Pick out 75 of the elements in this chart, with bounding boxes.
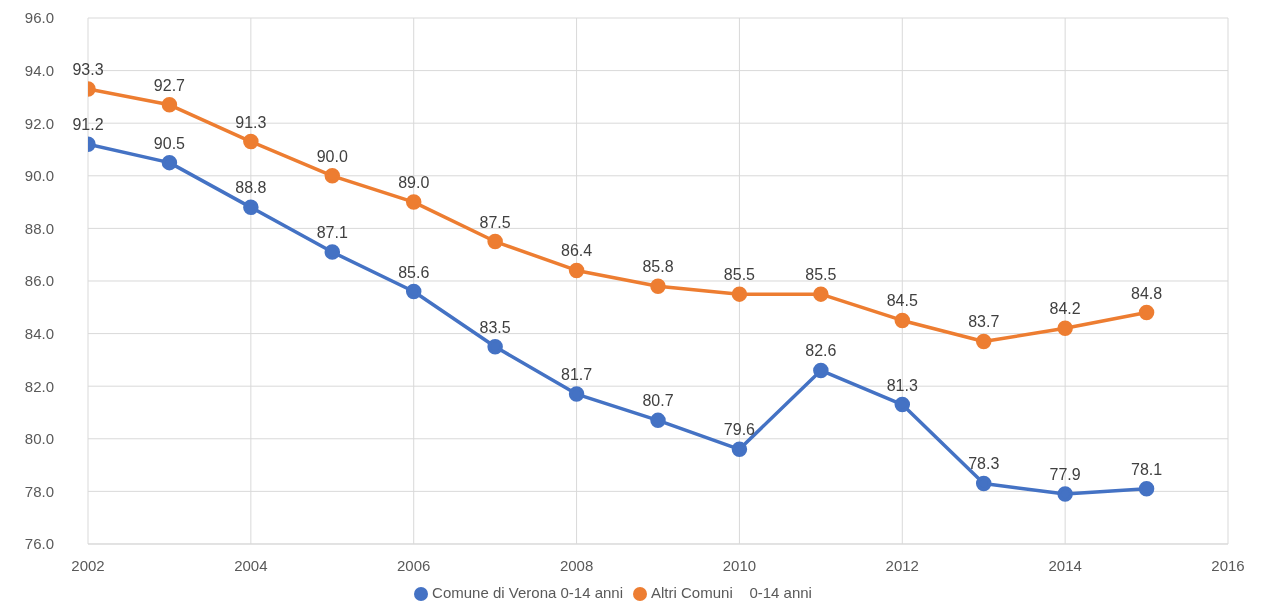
y-tick-label: 90.0 [24, 167, 54, 185]
data-label: 85.5 [723, 266, 756, 284]
point [487, 233, 503, 250]
y-tick-label: 80.0 [24, 430, 54, 448]
point [1057, 486, 1073, 502]
point [894, 396, 911, 413]
legend-label: Comune di Verona 0-14 anni [432, 583, 624, 601]
y-tick-label: 94.0 [24, 61, 54, 79]
y-tick-label: 82.0 [24, 377, 54, 395]
point [894, 312, 911, 329]
point [324, 168, 341, 184]
y-tick-label: 78.0 [24, 482, 54, 500]
data-label: 81.7 [561, 366, 593, 384]
data-label: 85.6 [398, 263, 430, 281]
data-label: 83.5 [479, 318, 511, 336]
data-label: 77.9 [1049, 466, 1081, 483]
point [161, 97, 178, 113]
legend-label: Altri Comuni 0-14 anni [651, 583, 812, 601]
data-label: 87.5 [479, 213, 511, 231]
point [243, 133, 259, 150]
x-tick-label: 2008 [559, 556, 594, 574]
point [731, 286, 748, 302]
data-label: 78.1 [1131, 460, 1163, 478]
point [1057, 320, 1073, 337]
data-label: 90.5 [153, 134, 186, 152]
point [405, 283, 422, 300]
point [568, 262, 585, 279]
y-tick-label: 76.0 [24, 535, 54, 553]
point [813, 362, 829, 379]
point [975, 475, 992, 492]
data-label: 84.5 [886, 292, 918, 310]
data-label: 84.8 [1131, 284, 1163, 302]
y-tick-label: 92.0 [24, 114, 54, 132]
y-tick-label: 84.0 [24, 324, 54, 342]
data-label: 91.3 [235, 113, 267, 131]
data-label: 91.2 [72, 116, 104, 134]
x-tick-label: 2006 [397, 556, 431, 574]
data-label: 84.2 [1049, 300, 1081, 318]
point [813, 286, 829, 302]
x-tick-label: 2012 [885, 556, 919, 574]
x-tick-label: 2002 [71, 556, 105, 574]
point [975, 333, 992, 350]
point [1138, 480, 1155, 497]
y-tick-label: 86.0 [24, 272, 54, 290]
data-label: 88.8 [235, 179, 267, 197]
point [650, 412, 666, 429]
data-label: 79.6 [723, 421, 756, 439]
y-tick-label: 88.0 [24, 219, 54, 237]
point [243, 199, 259, 216]
data-label: 81.3 [886, 376, 918, 394]
data-label: 90.0 [316, 147, 348, 165]
x-tick-label: 2016 [1211, 556, 1245, 574]
data-label: 89.0 [398, 174, 430, 192]
point [161, 154, 178, 171]
data-label: 92.7 [153, 76, 186, 94]
data-label: 78.3 [968, 455, 1000, 473]
data-label: 82.6 [805, 342, 837, 360]
point [731, 441, 748, 458]
point [324, 244, 341, 260]
x-tick-label: 2014 [1048, 556, 1082, 574]
point [405, 194, 422, 210]
point [1138, 304, 1155, 321]
data-label: 85.8 [642, 258, 674, 276]
data-label: 87.1 [316, 224, 348, 242]
point [568, 386, 585, 402]
y-tick-label: 96.0 [24, 9, 54, 27]
data-label: 83.7 [968, 313, 1000, 331]
data-label: 93.3 [72, 61, 104, 79]
point [487, 338, 503, 355]
data-label: 86.4 [561, 242, 593, 260]
point [650, 278, 666, 294]
x-tick-label: 2004 [234, 556, 268, 574]
x-tick-label: 2010 [722, 556, 757, 574]
data-label: 85.5 [805, 266, 837, 284]
data-label: 80.7 [642, 392, 674, 410]
